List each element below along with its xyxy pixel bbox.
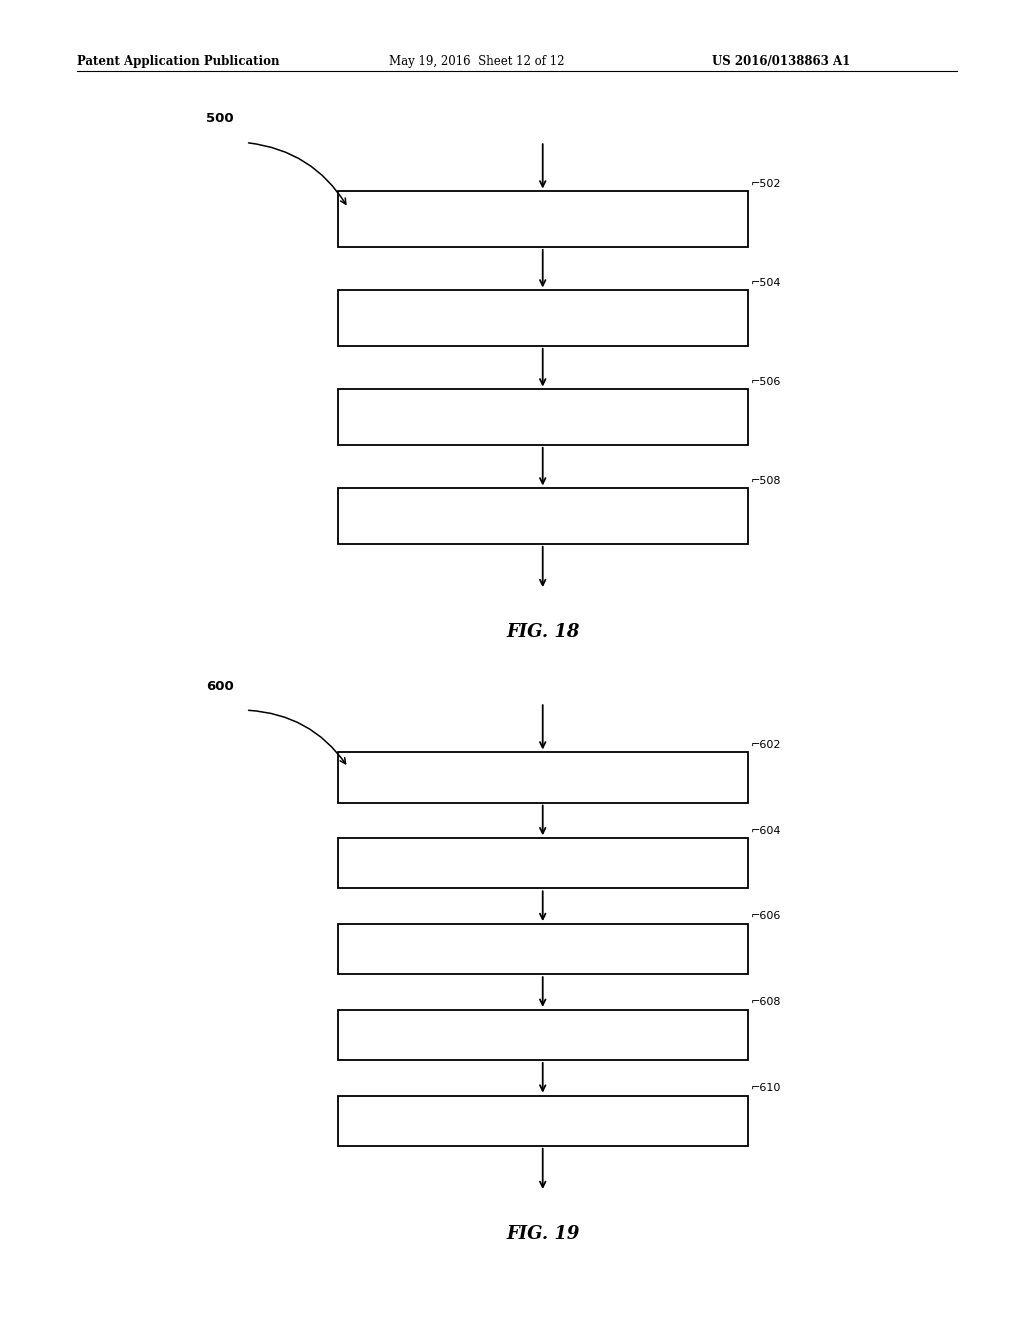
Text: ⌐610: ⌐610 <box>751 1082 781 1093</box>
Bar <box>338 191 748 247</box>
Text: US 2016/0138863 A1: US 2016/0138863 A1 <box>712 55 850 69</box>
Text: ⌐606: ⌐606 <box>751 911 781 921</box>
Bar <box>338 924 748 974</box>
Text: 600: 600 <box>206 680 234 693</box>
Text: FIG. 19: FIG. 19 <box>506 1225 580 1243</box>
Bar <box>338 752 748 803</box>
Text: Patent Application Publication: Patent Application Publication <box>77 55 280 69</box>
Text: May 19, 2016  Sheet 12 of 12: May 19, 2016 Sheet 12 of 12 <box>389 55 564 69</box>
Text: FIG. 18: FIG. 18 <box>506 623 580 642</box>
Text: ⌐602: ⌐602 <box>751 739 781 750</box>
Text: ⌐506: ⌐506 <box>751 376 781 387</box>
Bar <box>338 290 748 346</box>
Bar <box>338 1096 748 1146</box>
Bar <box>338 389 748 445</box>
Text: ⌐604: ⌐604 <box>751 825 781 836</box>
Text: ⌐502: ⌐502 <box>751 178 781 189</box>
Text: ⌐508: ⌐508 <box>751 475 781 486</box>
Text: 500: 500 <box>207 112 233 125</box>
Bar <box>338 1010 748 1060</box>
Text: ⌐504: ⌐504 <box>751 277 781 288</box>
Bar <box>338 488 748 544</box>
Text: ⌐608: ⌐608 <box>751 997 781 1007</box>
Bar <box>338 838 748 888</box>
